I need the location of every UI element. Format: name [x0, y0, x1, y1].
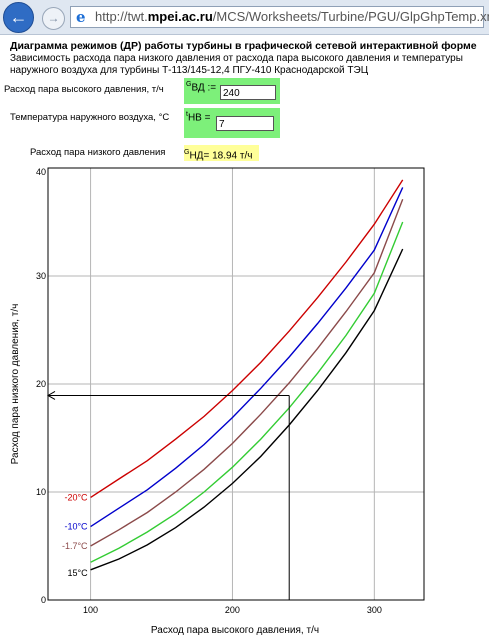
series-line — [90, 248, 404, 571]
x-axis-label: Расход пара высокого давления, т/ч — [151, 625, 319, 636]
address-url[interactable]: http://twt.mpei.ac.ru/MCS/Worksheets/Tur… — [95, 9, 489, 24]
marker-arrowhead — [46, 391, 56, 400]
browser-toolbar: ← → e http://twt.mpei.ac.ru/MCS/Workshee… — [0, 0, 489, 35]
temp-symbol: tНВ = — [186, 111, 211, 124]
series-line — [90, 221, 404, 563]
x-tick-label: 100 — [83, 605, 98, 615]
ie-page-icon: e — [76, 8, 86, 26]
air-temp-label: Температура наружного воздуха, °С — [10, 112, 170, 123]
series-label: -1.7°C — [62, 541, 88, 551]
y-tick-label: 30 — [36, 271, 46, 281]
air-temp-input[interactable]: 7 — [216, 116, 274, 131]
plot-frame — [47, 167, 425, 601]
series-line — [90, 179, 404, 498]
hp-flow-label: Расход пара высокого давления, т/ч — [4, 84, 164, 95]
back-arrow-icon[interactable]: ← — [3, 2, 34, 33]
hp-flow-input[interactable]: 240 — [220, 85, 276, 100]
y-tick-label: 40 — [36, 167, 46, 177]
y-axis-label: Расход пара низкого давления, т/ч — [10, 304, 21, 465]
series-line — [90, 187, 404, 528]
hp-symbol: GВД := — [186, 81, 217, 94]
y-tick-label: 10 — [36, 487, 46, 497]
address-bar[interactable]: e http://twt.mpei.ac.ru/MCS/Worksheets/T… — [70, 6, 489, 28]
hp-flow-region: GВД := 240 — [184, 78, 280, 104]
series-label: -10°C — [64, 522, 88, 532]
y-tick-label: 0 — [41, 595, 46, 605]
forward-arrow-icon[interactable]: → — [42, 7, 65, 30]
air-temp-region: tНВ = 7 — [184, 108, 280, 138]
lp-flow-label: Расход пара низкого давления — [30, 147, 166, 158]
x-tick-label: 300 — [367, 605, 382, 615]
lp-flow-result: GНД= 18.94 т/ч — [184, 145, 259, 161]
series-label: 15°C — [67, 568, 88, 578]
series-line — [90, 199, 404, 547]
series-label: -20°C — [64, 492, 88, 502]
y-tick-label: 20 — [36, 379, 46, 389]
page-heading: Диаграмма режимов (ДР) работы турбины в … — [10, 40, 477, 52]
page-subheading: Зависимость расхода пара низкого давлени… — [10, 53, 463, 76]
x-tick-label: 200 — [225, 605, 240, 615]
